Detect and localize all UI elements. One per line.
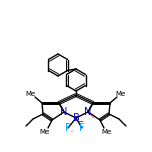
Text: −: − <box>77 119 83 125</box>
Text: N: N <box>84 107 92 117</box>
Text: Me: Me <box>102 129 112 135</box>
Text: .: . <box>70 123 74 135</box>
Text: B: B <box>73 113 79 123</box>
Text: Me: Me <box>40 129 50 135</box>
Text: F: F <box>65 123 71 133</box>
Text: Me: Me <box>26 91 36 97</box>
Text: F: F <box>79 123 85 133</box>
Text: N: N <box>60 107 68 117</box>
Text: Me: Me <box>116 91 126 97</box>
Text: +: + <box>89 113 95 119</box>
